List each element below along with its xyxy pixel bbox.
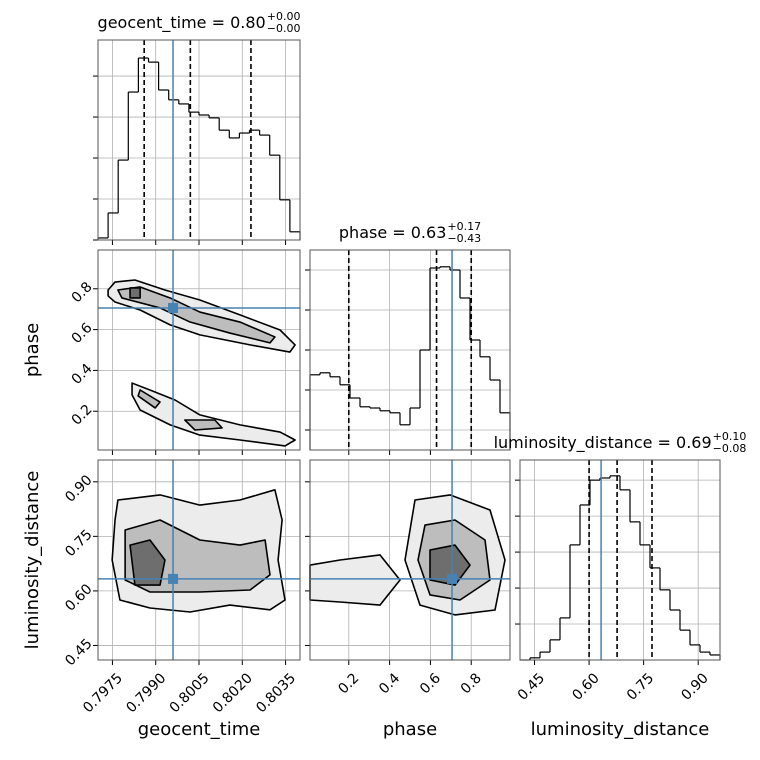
x-tick-label: 0.7975	[80, 670, 126, 716]
panel-title: geocent_time = 0.80	[98, 13, 266, 33]
title-upper: +0.10	[713, 430, 747, 443]
y-tick-label: 0.2	[69, 402, 96, 429]
contour	[309, 554, 401, 606]
title-lower: −0.08	[713, 442, 747, 455]
panel: 0.45 0.60 0.75 0.90 luminosity_distance lumin…	[494, 430, 747, 740]
x-axis-label: phase	[383, 719, 437, 740]
x-tick-label: 0.2	[335, 670, 362, 697]
y-axis-label: phase	[22, 323, 43, 377]
truth-marker	[168, 573, 179, 584]
panel: 0.2 0.4 0.6 0.8 phase	[22, 249, 301, 455]
x-tick-label: 0.90	[678, 670, 711, 703]
panel: phase = 0.63 +0.17−0.43	[305, 220, 511, 455]
axes-frame	[309, 249, 511, 451]
x-tick-label: 0.6	[417, 670, 444, 697]
axes-frame	[97, 39, 301, 241]
x-tick-label: 0.75	[624, 670, 657, 703]
truth-marker	[168, 302, 179, 313]
y-tick-label: 0.8	[69, 279, 96, 306]
x-axis-label: geocent_time	[138, 719, 261, 740]
x-tick-label: 0.4	[376, 670, 403, 697]
axes-frame	[309, 459, 511, 661]
x-tick-label: 0.45	[515, 670, 548, 703]
contour	[429, 544, 471, 586]
axes-frame	[97, 249, 301, 451]
title-lower: −0.43	[447, 232, 481, 245]
x-tick-label: 0.8005	[167, 670, 213, 716]
x-tick-label: 0.8020	[210, 670, 256, 716]
x-tick-label: 0.8	[458, 670, 485, 697]
y-tick-label: 0.6	[69, 320, 96, 347]
x-tick-label: 0.60	[569, 670, 602, 703]
panel-title: luminosity_distance = 0.69	[494, 433, 712, 453]
y-tick-label: 0.45	[62, 636, 95, 669]
title-upper: +0.17	[447, 220, 481, 233]
contour	[184, 419, 223, 431]
y-axis-label: luminosity_distance	[22, 471, 43, 650]
truth-marker	[447, 573, 458, 584]
y-tick-label: 0.75	[62, 527, 95, 560]
title-lower: −0.00	[267, 22, 301, 35]
panel: geocent_time = 0.80 +0.00−0.00	[93, 10, 301, 245]
panel: 0.2 0.4 0.6 0.8 phase	[305, 459, 511, 740]
y-tick-label: 0.60	[62, 581, 95, 614]
x-axis-label: luminosity_distance	[531, 719, 710, 740]
contour	[131, 382, 296, 447]
title-upper: +0.00	[267, 10, 301, 23]
y-tick-label: 0.4	[69, 361, 96, 388]
x-tick-label: 0.7990	[123, 670, 169, 716]
contour	[129, 287, 141, 299]
axes-frame	[97, 459, 301, 661]
contour	[137, 389, 161, 409]
x-tick-label: 0.8035	[253, 670, 299, 716]
contour	[117, 286, 276, 344]
axes-frame	[519, 459, 721, 661]
y-tick-label: 0.90	[62, 472, 95, 505]
panel-title: phase = 0.63	[339, 223, 446, 242]
